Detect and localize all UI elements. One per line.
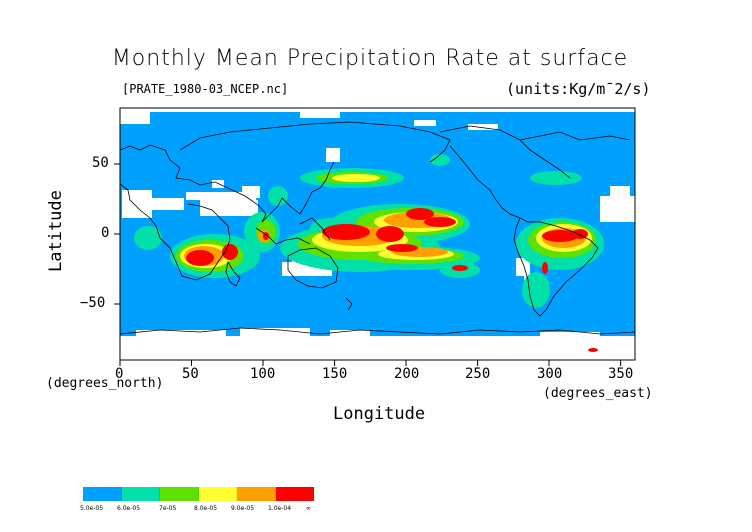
y-axis-label: Latitude (46, 190, 66, 272)
y-axis-ticks (114, 163, 120, 305)
colorbar-label: 5.0e-05 (80, 505, 104, 512)
colorbar-segment (160, 487, 199, 501)
x-tick-label: 300 (537, 366, 563, 382)
y-tick-label: 50 (92, 155, 109, 171)
y-axis-unit: (degrees_north) (46, 376, 164, 391)
coastlines (120, 121, 635, 335)
y-tick-label: −50 (80, 295, 106, 311)
map-title: Monthly Mean Precipitation Rate at surfa… (111, 46, 629, 71)
colorbar-label: ∞ (306, 505, 311, 512)
colorbar-label: 7e-05 (159, 505, 177, 512)
colorbar-segment (237, 487, 276, 501)
colorbar-label: 9.0e-05 (231, 505, 255, 512)
precip-red (186, 208, 598, 352)
colorbar-segment (275, 487, 314, 501)
colorbar-label: 1.0e-04 (268, 505, 292, 512)
x-axis-ticks (119, 360, 622, 366)
colorbar-segment (198, 487, 237, 501)
colorbar-label: 8.0e-05 (194, 505, 218, 512)
colorbar (83, 487, 314, 501)
x-tick-label: 200 (394, 366, 420, 382)
x-tick-label: 50 (182, 366, 199, 382)
colorbar-label: 6.0e-05 (117, 505, 141, 512)
y-tick-label: 0 (101, 225, 110, 241)
x-tick-label: 350 (608, 366, 634, 382)
x-axis-unit: (degrees_east) (543, 386, 653, 401)
colorbar-segment (121, 487, 160, 501)
x-axis-label: Longitude (333, 404, 426, 424)
x-tick-label: 150 (322, 366, 348, 382)
x-tick-label: 0 (115, 366, 124, 382)
colorbar-segment (83, 487, 122, 501)
units-label: (units:Kg/m¯2/s) (506, 80, 651, 98)
x-tick-label: 250 (465, 366, 491, 382)
x-tick-label: 100 (250, 366, 276, 382)
file-label: [PRATE_1980-03_NCEP.nc] (122, 82, 289, 96)
